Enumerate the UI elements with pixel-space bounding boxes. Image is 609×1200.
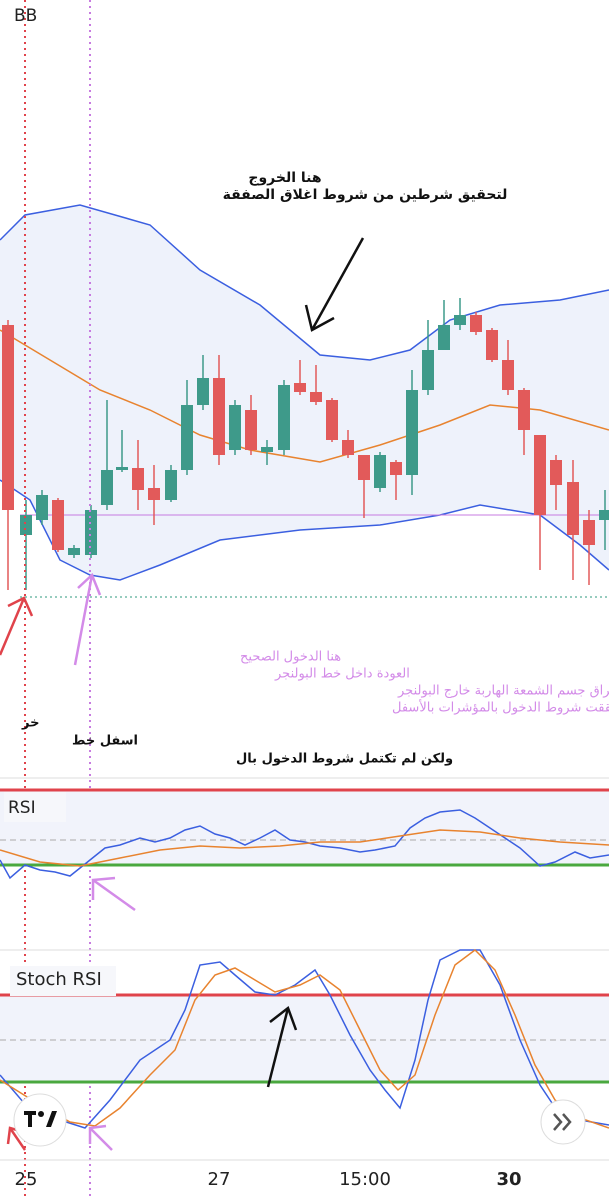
candle-body — [68, 548, 80, 555]
label-bg — [4, 792, 66, 822]
candle-body — [438, 325, 450, 350]
lower-band — [0, 479, 609, 581]
entry-line: العودة داخل خط البولنجر — [274, 667, 410, 682]
candle-body — [599, 510, 609, 520]
candle-body — [390, 462, 402, 475]
candle-body — [550, 460, 562, 485]
candle-body — [245, 410, 257, 450]
exit-title: هنا الخروج — [248, 170, 321, 186]
candle-body — [502, 360, 514, 390]
x-tick-label: 27 — [208, 1169, 231, 1190]
entry-line: تحققت شروط الدخول بالمؤشرات بالأسفل — [392, 699, 609, 716]
candle-body — [326, 400, 338, 440]
candle-body — [342, 440, 354, 455]
early-line: خر — [21, 716, 39, 731]
candle-body — [52, 500, 64, 550]
candle-body — [278, 385, 290, 450]
rsi-ma — [0, 829, 609, 867]
candle-body — [2, 325, 14, 510]
stoch-k — [0, 949, 609, 1129]
candle-body — [229, 405, 241, 450]
pane-label: RSI — [8, 798, 36, 818]
x-tick-label: 30 — [496, 1169, 521, 1190]
candle-body — [374, 455, 386, 488]
candle-body — [148, 488, 160, 500]
candle-body — [197, 378, 209, 405]
candle-body — [422, 350, 434, 390]
candle-body — [213, 378, 225, 455]
candle-body — [181, 405, 193, 470]
stoch-arrow — [266, 1005, 298, 1088]
red-arrow — [0, 596, 34, 656]
early-line: ولكن لم تكتمل شروط الدخول بال — [236, 752, 453, 767]
candle-body — [165, 470, 177, 500]
candle-body — [406, 390, 418, 475]
candle-body — [101, 470, 113, 505]
early-line: اسفل خط — [72, 734, 138, 749]
candle-body — [567, 482, 579, 535]
label-bg — [10, 966, 116, 996]
tradingview-logo[interactable] — [13, 1093, 67, 1147]
entry-line: اختراق جسم الشمعة الهاربة خارج البولنجر — [397, 684, 609, 699]
rsi-arrow — [91, 876, 136, 912]
candle-body — [36, 495, 48, 520]
x-tick-label: 25 — [15, 1169, 38, 1190]
x-tick-label: 15:00 — [339, 1169, 391, 1190]
candle-body — [358, 455, 370, 480]
candle-body — [470, 315, 482, 332]
exit-text: لتحقيق شرطين من شروط اغلاق الصفقة — [223, 187, 508, 203]
candle-body — [454, 315, 466, 325]
middle-band — [0, 329, 609, 463]
candle-body — [116, 467, 128, 470]
pane-label: Stoch RSI — [16, 969, 102, 990]
pane-label: BB — [14, 6, 37, 26]
candle-body — [583, 520, 595, 545]
scroll-button[interactable] — [540, 1099, 586, 1145]
candle-body — [20, 515, 32, 535]
exit-arrow — [304, 237, 365, 332]
entry-line: هنا الدخول الصحيح — [240, 650, 341, 665]
stoch-band — [0, 995, 609, 1082]
stoch-purple-arrow — [88, 1124, 113, 1151]
candle-body — [132, 468, 144, 490]
bollinger-bands — [0, 204, 609, 581]
candle-body — [294, 383, 306, 392]
stoch-d — [0, 949, 609, 1129]
candle-body — [486, 330, 498, 360]
band-fill — [0, 205, 609, 580]
candle-body — [534, 435, 546, 515]
candle-body — [310, 392, 322, 402]
candle-body — [85, 510, 97, 555]
candle-body — [261, 447, 273, 452]
entry-arrow — [73, 572, 102, 666]
upper-band — [0, 204, 609, 361]
candles — [2, 298, 609, 590]
candle-body — [518, 390, 530, 430]
rsi-band — [0, 790, 609, 865]
